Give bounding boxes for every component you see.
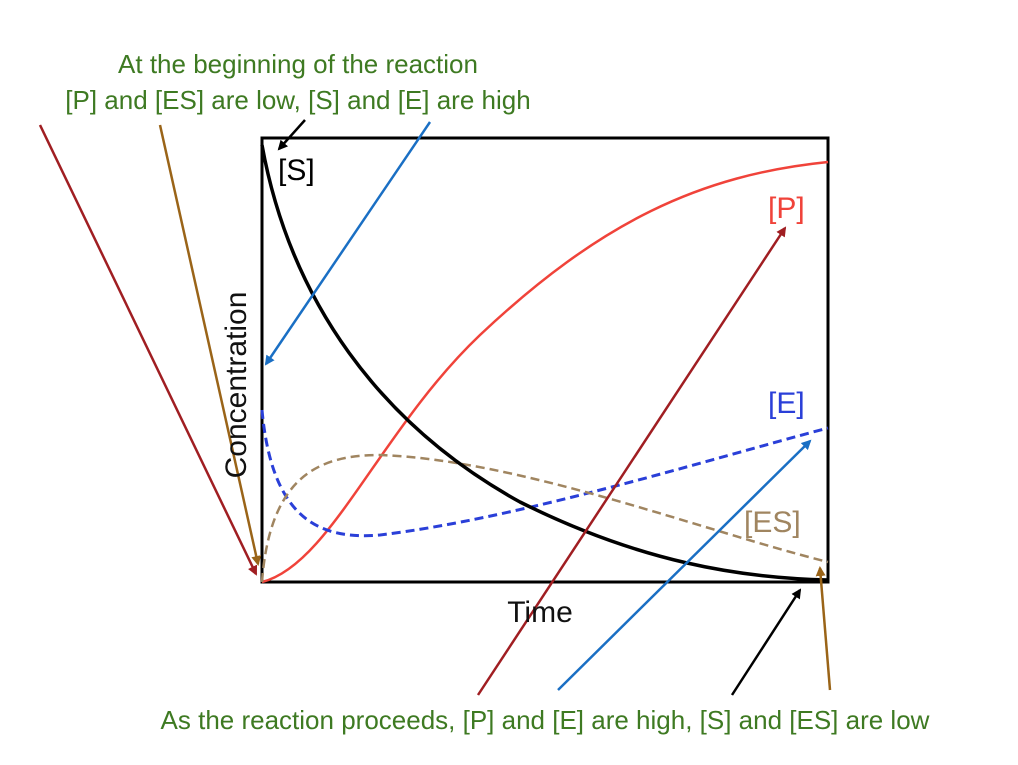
arrow [158,124,262,566]
plot-frame [260,136,830,584]
arrow [277,119,306,151]
x-axis-label: Time [507,596,573,629]
annotation: [P] and [ES] are low, [S] and [E] are hi… [65,85,530,115]
curve-label: [ES] [744,506,801,539]
curve-label: [E] [768,387,805,420]
arrow [264,121,432,366]
arrow [815,566,832,691]
annotation: At the beginning of the reaction [118,49,478,79]
annotation: As the reaction proceeds, [P] and [E] ar… [161,705,930,735]
arrow [730,588,802,696]
substrate-curve [260,144,829,582]
y-axis-label: Concentration [220,292,253,479]
arrow [38,124,258,576]
arrow [476,226,787,696]
curve-label: [S] [278,154,315,187]
complex-curve [260,453,829,583]
curve-label: [P] [768,192,805,225]
arrow [557,439,812,691]
